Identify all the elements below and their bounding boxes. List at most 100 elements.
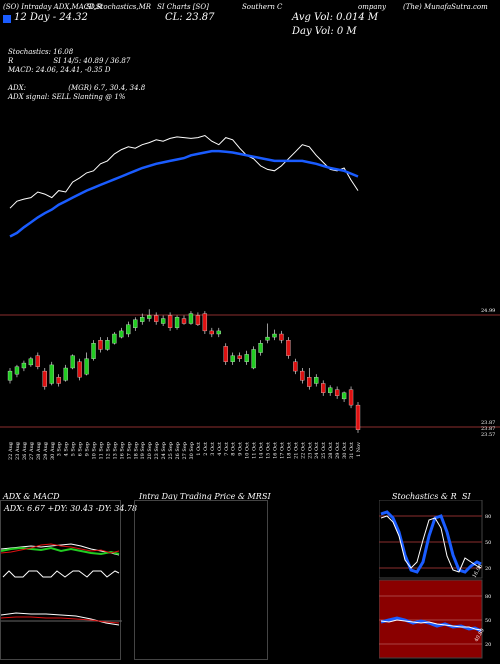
stoch-panel: 80 50 20 16.08 80 50 20 40.89 <box>378 499 500 660</box>
candle-body <box>230 355 235 362</box>
x-tick-label: 4 Sep <box>64 442 70 456</box>
candle-body <box>174 317 180 328</box>
candle-body <box>14 366 20 375</box>
info-block: Stochastics: 16.08 R SI 14/5: 40.89 / 36… <box>8 48 145 102</box>
x-tick-label: 14 Oct <box>259 442 265 459</box>
x-tick-label: 9 Sep <box>85 442 91 456</box>
stoch-box <box>378 499 483 579</box>
x-tick-label: 3 Sep <box>57 442 63 456</box>
info-adx: ADX: (MGR) 6.7, 30.4, 34.8 <box>8 84 146 92</box>
header-title-2: SI,Stochastics,MR <box>86 3 152 11</box>
candle-body <box>195 315 201 325</box>
rsi-tick-80: 80 <box>485 594 491 600</box>
x-tick-label: 17 Oct <box>279 442 285 459</box>
x-tick-label: 19 Sep <box>140 442 146 460</box>
adx-readout: ADX: 6.67 +DY: 30.43 -DY: 34.78 <box>4 504 138 513</box>
candle-body <box>133 319 138 328</box>
candle-body <box>216 330 221 335</box>
candle-body <box>188 313 194 324</box>
x-tick-label: 15 Oct <box>266 442 272 459</box>
plus-di-line <box>1 546 120 556</box>
x-tick-label: 24 Oct <box>314 442 320 459</box>
candle-body <box>160 318 166 324</box>
x-tick-label: 28 Aug <box>36 441 42 460</box>
x-tick-label: 4 Oct <box>217 442 223 456</box>
price-level-1: 24.99 <box>481 308 495 314</box>
candle-body <box>237 355 242 359</box>
x-tick-label: 29 Oct <box>335 442 341 459</box>
candle-body <box>293 361 298 372</box>
candle-body <box>105 340 110 350</box>
mrsi-line <box>380 619 482 631</box>
candle-body <box>286 340 291 356</box>
main-chart: 22 Aug 23 Aug 26 Aug 27 Aug 28 Aug 29 Aug 30 A… <box>0 134 500 460</box>
x-tick-label: 18 Sep <box>133 442 139 460</box>
x-tick-label: 29 Aug <box>43 441 49 460</box>
minus-di-line <box>1 543 120 554</box>
candle-body <box>126 324 131 335</box>
candle-body <box>119 330 124 338</box>
x-tick-label: 23 Oct <box>307 442 313 459</box>
x-tick-label: 6 Sep <box>78 442 84 456</box>
x-tick-label: 25 Oct <box>321 442 327 459</box>
header-source: (The) MunafaSutra.com <box>403 3 488 11</box>
header-title-3: SI Charts [SO] <box>157 3 209 11</box>
macd-line <box>1 612 120 626</box>
candle-body <box>209 330 214 335</box>
x-tick-label: 3 Oct <box>210 442 216 456</box>
close-readout: CL: 23.87 <box>165 12 215 23</box>
candle-body <box>42 370 47 387</box>
x-tick-label: 22 Oct <box>300 442 306 459</box>
x-tick-label: 12 Sep <box>105 442 111 460</box>
stoch-panel-title: Stochastics & R <box>392 492 457 501</box>
x-tick-label: 16 Oct <box>272 442 278 459</box>
candle-body <box>202 313 208 332</box>
candle-body <box>91 343 96 359</box>
x-tick-label: 10 Oct <box>245 442 251 459</box>
candle-body <box>265 336 270 341</box>
candle-body <box>307 377 312 387</box>
x-tick-label: 30 Sep <box>189 442 195 460</box>
x-tick-label: 26 Sep <box>175 442 181 460</box>
x-tick-label: 21 Oct <box>293 442 299 459</box>
candle-body <box>334 389 340 396</box>
candle-body <box>355 404 361 430</box>
info-macd: MACD: 24.06, 24.41, -0.35 D <box>8 66 111 74</box>
info-adx-signal: ADX signal: SELL Slanting @ 1% <box>8 93 126 101</box>
candle-body <box>314 377 319 384</box>
x-tick-label: 5 Sep <box>71 442 77 456</box>
header-title-1: (SO) Intraday ADX,MACD,R <box>3 3 102 11</box>
legend-swatch <box>3 15 11 23</box>
rsi-tick-20: 20 <box>485 642 491 648</box>
x-tick-label: 31 Oct <box>349 442 355 459</box>
candle-body <box>70 355 75 369</box>
candle-body <box>147 315 152 319</box>
adx-panel: ADX: 6.67 +DY: 30.43 -DY: 34.78 <box>0 500 137 660</box>
signal-pattern <box>2 570 120 578</box>
x-tick-label: 1 Oct <box>196 442 202 456</box>
x-tick-label: 13 Sep <box>112 442 118 460</box>
candle-body <box>244 354 249 362</box>
header-company-2: ompany <box>358 3 386 11</box>
x-tick-label: 28 Oct <box>328 442 334 459</box>
ema-line <box>9 149 359 238</box>
candle-body <box>272 333 277 338</box>
x-tick-label: 9 Oct <box>238 442 244 456</box>
x-tick-label: 17 Sep <box>126 442 132 460</box>
candle-body <box>21 362 27 369</box>
candle-body <box>7 370 13 381</box>
intraday-panel-suffix: SI <box>262 492 271 501</box>
candle-body <box>154 315 159 322</box>
x-tick-label: 20 Sep <box>147 442 153 460</box>
intraday-panel-title: Intra Day Trading Price & MR <box>139 492 262 501</box>
stoch-tick-80: 80 <box>485 514 491 520</box>
x-tick-label: 26 Aug <box>22 441 28 460</box>
candle-body <box>300 370 305 381</box>
stoch-tick-20: 20 <box>485 566 491 572</box>
candle-body <box>181 318 187 324</box>
macd-signal-line <box>1 616 120 624</box>
rsi-line <box>380 616 482 633</box>
stoch-d-line <box>380 515 482 573</box>
candle-body <box>112 333 117 344</box>
intraday-panel <box>134 500 268 660</box>
